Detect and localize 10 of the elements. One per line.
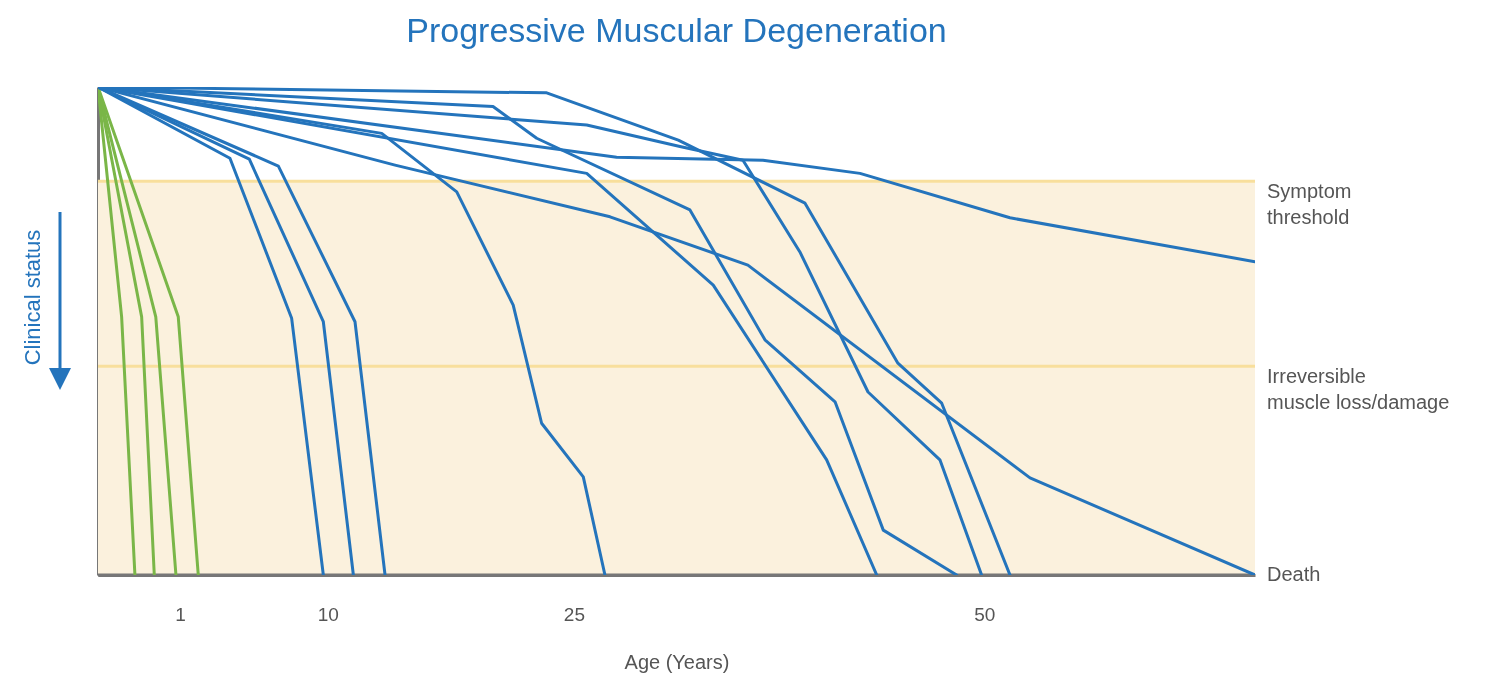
ref-line-label: Irreversible muscle loss/damage xyxy=(1267,365,1450,414)
ref-line-label: Symptom threshold xyxy=(1267,180,1352,229)
x-tick-label: 25 xyxy=(563,603,585,625)
ref-line-label: Death xyxy=(1267,563,1321,585)
x-tick-label: 50 xyxy=(974,603,996,625)
chart-title: Progressive Muscular Degeneration xyxy=(406,11,947,49)
x-tick-label: 10 xyxy=(317,603,339,625)
x-axis-title: Age (Years) xyxy=(624,650,730,673)
y-axis-title: Clinical status xyxy=(19,229,45,366)
x-tick-label: 1 xyxy=(175,603,186,625)
